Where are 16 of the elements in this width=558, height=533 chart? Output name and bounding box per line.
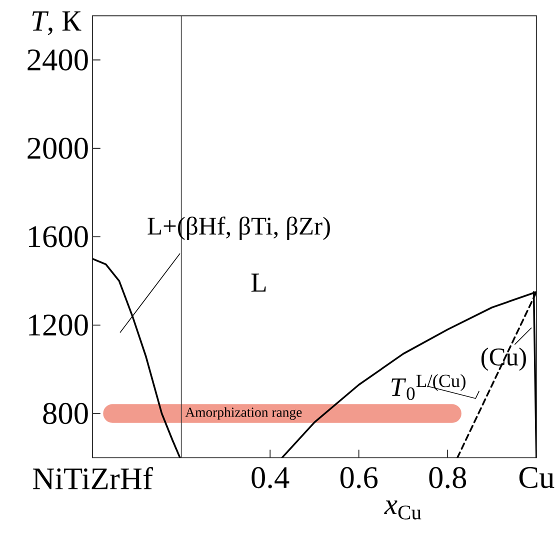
x-tick-label: 0.8 [429, 466, 466, 488]
annotation: T$_{0}$L/(Cu) [392, 374, 466, 400]
y-tick-label: 800 [43, 402, 88, 424]
x-tick-label: 0.6 [340, 466, 378, 488]
x-tick-label: Cu [519, 466, 554, 488]
y-tick-label: 1600 [29, 226, 88, 248]
x-axis-title: x$_{Cu}$ [384, 500, 422, 520]
y-tick-label: 1200 [29, 314, 88, 336]
annotation: L [251, 273, 266, 292]
x-tick-label: 0.4 [252, 466, 290, 488]
y-tick-label: 2000 [28, 138, 88, 159]
annotation: Amorphization range [185, 406, 302, 420]
y-axis-title: T, К [32, 11, 82, 35]
annotation: (Cu) [481, 347, 526, 371]
x-tick-label: NiTiZrHf [32, 466, 153, 489]
y-tick-label: 2400 [28, 49, 88, 70]
